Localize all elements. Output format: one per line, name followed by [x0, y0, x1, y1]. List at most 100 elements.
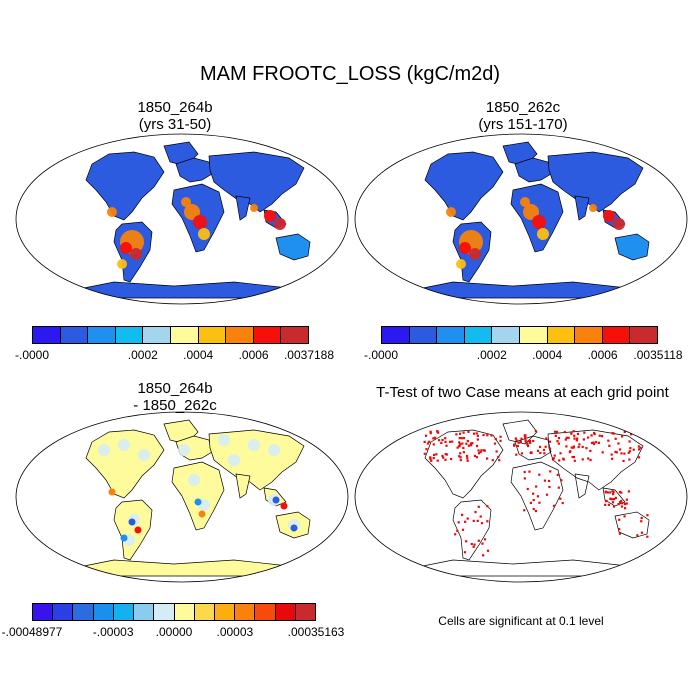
signif-cell-169	[622, 459, 625, 463]
signif-cell-30	[499, 439, 502, 442]
cb2-label-0: -.0000	[363, 348, 399, 362]
signif-cell-297	[640, 516, 643, 520]
hot-patch-8	[264, 210, 276, 222]
signif-cell-158	[544, 445, 547, 448]
signif-cell-109	[557, 442, 560, 445]
cb1-label-2: .0004	[183, 348, 214, 362]
signif-cell-12	[432, 443, 435, 446]
continent-europe	[514, 157, 552, 183]
cb1-label-0: -.0000	[14, 348, 50, 362]
signif-cell-18	[466, 439, 469, 443]
cb3-swatch-9	[214, 604, 236, 620]
signif-cell-244	[470, 542, 473, 546]
cb2-label-4: .0035118	[633, 348, 683, 362]
signif-cell-20	[451, 440, 454, 443]
signif-cell-213	[559, 497, 562, 500]
signif-cell-24	[471, 442, 474, 445]
signif-cell-83	[495, 450, 498, 453]
cb1-swatch-8	[253, 327, 282, 343]
continent-antarctica	[411, 559, 629, 577]
signif-cell-140	[585, 447, 588, 450]
signif-cell-63	[441, 438, 444, 442]
landmass-layer	[72, 141, 311, 299]
signif-cell-258	[472, 519, 475, 522]
signif-cell-131	[589, 458, 592, 462]
signif-cell-285	[611, 501, 615, 504]
hot-patch-9	[274, 218, 286, 230]
diff-dot-5	[272, 496, 280, 504]
panel3-map	[15, 411, 349, 583]
signif-cell-128	[617, 442, 620, 445]
signif-cell-248	[476, 519, 479, 522]
diff-patch-6	[228, 454, 240, 466]
signif-cell-129	[524, 436, 527, 439]
hot-patch-1	[120, 242, 132, 254]
continent-southAmerica	[452, 499, 492, 561]
hot-patch-4	[184, 204, 200, 220]
signif-cell-192	[573, 437, 576, 440]
hot-patch-5	[193, 215, 207, 229]
hot-patch-2	[130, 248, 142, 260]
signif-cell-290	[646, 514, 649, 517]
signif-cell-95	[627, 451, 630, 454]
panel3-colorbar	[32, 603, 316, 621]
panel3-title-case: 1850_264b	[137, 380, 213, 397]
signif-cell-19	[435, 453, 438, 456]
signif-cell-239	[477, 539, 480, 542]
signif-cell-135	[615, 451, 618, 454]
signif-cell-177	[601, 451, 604, 454]
cb3-swatch-2	[73, 604, 94, 620]
signif-cell-7	[462, 437, 466, 440]
hot-patch-10	[589, 204, 597, 212]
cb1-swatch-5	[170, 327, 199, 343]
continent-india	[574, 195, 590, 221]
signif-cell-198	[614, 450, 617, 453]
signif-cell-264	[614, 496, 617, 500]
hot-patch-1	[459, 242, 471, 254]
signif-cell-94	[578, 443, 581, 446]
signif-cell-187	[526, 442, 529, 445]
signif-cell-295	[636, 534, 639, 537]
diff-patch-3	[218, 434, 230, 446]
diff-dot-4	[198, 510, 206, 518]
signif-cell-260	[623, 502, 627, 506]
signif-cell-195	[572, 455, 576, 459]
cb3-swatch-7	[174, 604, 195, 620]
panel4-title-text: T-Test of two Case means at each grid po…	[376, 384, 669, 401]
signif-cell-108	[620, 435, 624, 438]
continent-europe	[514, 435, 552, 461]
signif-cell-142	[620, 452, 623, 455]
signif-cell-33	[459, 443, 462, 446]
signif-cell-17	[458, 436, 461, 440]
signif-cell-256	[465, 540, 468, 543]
panel1-title: 1850_264b (yrs 31-50)	[75, 99, 275, 133]
signif-cell-119	[563, 430, 566, 434]
continent-india	[235, 195, 251, 221]
cb3-swatch-0	[33, 604, 54, 620]
signif-cell-286	[617, 503, 620, 506]
cb1-swatch-3	[115, 327, 144, 343]
signif-cell-68	[461, 442, 464, 445]
signif-cell-23	[460, 437, 463, 440]
signif-cell-60	[462, 431, 465, 434]
diff-patch-4	[248, 439, 260, 451]
signif-cell-294	[640, 520, 643, 523]
signif-cell-138	[638, 448, 641, 451]
signif-cell-171	[587, 457, 590, 460]
signif-cell-236	[461, 528, 465, 531]
hot-patch-4	[523, 204, 539, 220]
panel2-title-years: (yrs 151-170)	[478, 116, 568, 133]
continent-africa	[510, 461, 564, 531]
signif-cell-55	[441, 454, 444, 458]
signif-cell-85	[493, 442, 497, 445]
signif-cell-243	[457, 521, 460, 524]
signif-cell-263	[627, 490, 630, 493]
signif-cell-76	[437, 439, 441, 442]
continent-northAmerica	[85, 151, 165, 221]
signif-cell-22	[442, 456, 445, 459]
signif-cell-280	[609, 497, 612, 500]
signif-cell-65	[436, 430, 439, 433]
signif-cell-141	[529, 441, 532, 444]
signif-cell-37	[491, 459, 494, 462]
signif-cell-246	[486, 549, 490, 552]
